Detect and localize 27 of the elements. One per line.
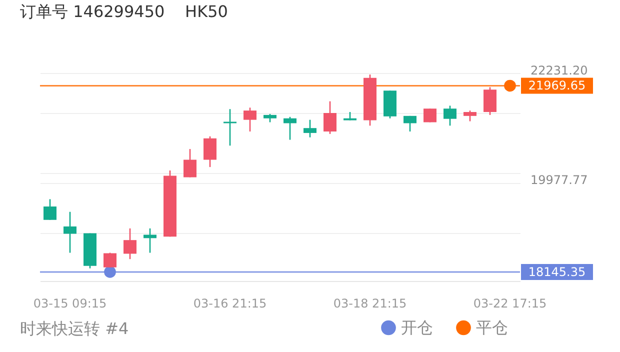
y-tick-label: 19977.77: [530, 173, 588, 188]
x-tick-label: 03-18 21:15: [333, 296, 407, 310]
chart-title: 订单号 146299450 HK50: [20, 2, 228, 21]
legend-label: 开仓: [401, 318, 433, 337]
candlestick: [484, 86, 496, 116]
candlestick: [204, 136, 216, 168]
candlestick: [444, 105, 456, 126]
y-tick-label: 22231.20: [530, 64, 588, 78]
text: 时来快运转 #4: [20, 319, 129, 340]
candlestick: [44, 198, 56, 221]
candlestick: [284, 116, 296, 140]
candlestick: [244, 106, 256, 132]
ref-line-label: 21969.65: [528, 78, 586, 93]
candlestick: [424, 108, 436, 123]
candlestick: [304, 119, 316, 138]
candlestick: [144, 228, 156, 254]
candlestick: [184, 148, 196, 178]
candlestick: [124, 228, 136, 260]
x-tick-label: 03-15 09:15: [33, 296, 107, 310]
x-tick-label: 03-22 17:15: [473, 296, 547, 310]
legend-label: 平仓: [476, 318, 508, 337]
ref-line-label: 18145.35: [528, 264, 586, 279]
candlestick: [404, 115, 416, 132]
candlestick: [464, 110, 476, 122]
candlestick: [64, 211, 76, 254]
candlestick: [324, 100, 336, 135]
x-tick-label: 03-16 21:15: [193, 296, 267, 310]
